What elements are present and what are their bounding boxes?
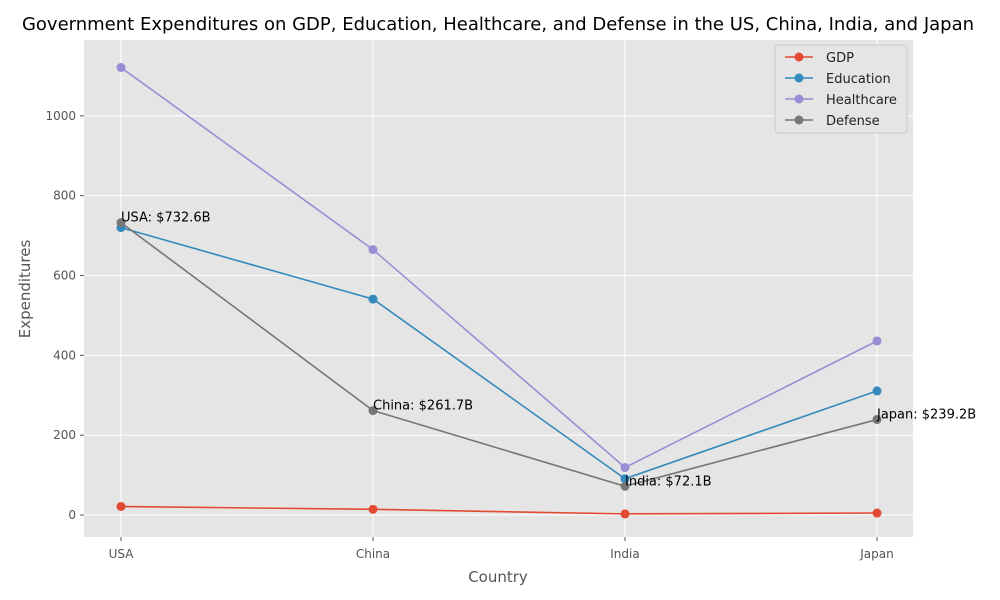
series-gdp xyxy=(116,502,882,519)
data-point-healthcare xyxy=(116,63,126,73)
series-line-education xyxy=(120,226,878,480)
series-line-healthcare xyxy=(120,66,878,469)
data-point-defense xyxy=(368,406,378,416)
data-point-gdp xyxy=(620,509,630,519)
grid-lines xyxy=(84,40,913,537)
legend-label: Education xyxy=(826,72,891,87)
y-axis-label: Expenditures xyxy=(16,240,34,339)
y-tick-labels: 0 200 400 600 800 1000 xyxy=(45,109,84,522)
series-defense xyxy=(116,218,882,491)
x-tick-label: China xyxy=(356,547,390,561)
legend: GDP Education Healthcare Defense xyxy=(774,44,908,134)
x-tick-label: Japan xyxy=(859,547,893,561)
data-point-defense xyxy=(872,415,882,425)
legend-label: GDP xyxy=(826,51,854,66)
data-point-education xyxy=(368,294,378,304)
data-annotations: USA: $732.6B China: $261.7B India: $72.1B J… xyxy=(121,211,976,490)
data-point-gdp xyxy=(872,508,882,518)
legend-marker xyxy=(794,52,804,62)
data-point-education xyxy=(872,386,882,396)
y-tick-label: 800 xyxy=(53,189,76,203)
data-point-gdp xyxy=(116,502,126,512)
legend-label: Healthcare xyxy=(826,93,897,108)
series-lines xyxy=(116,63,882,519)
legend-marker xyxy=(794,94,804,104)
data-point-healthcare xyxy=(368,245,378,255)
x-tick-label: India xyxy=(610,547,639,561)
y-tick-label: 600 xyxy=(53,269,76,283)
legend-box xyxy=(774,44,908,134)
y-tick-label: 200 xyxy=(53,428,76,442)
legend-marker xyxy=(794,115,804,125)
data-annotation: China: $261.7B xyxy=(373,399,473,414)
data-annotation: India: $72.1B xyxy=(625,474,712,489)
y-tick-label: 1000 xyxy=(45,109,76,123)
x-tick-label: USA xyxy=(109,547,135,561)
data-annotation: Japan: $239.2B xyxy=(876,408,976,423)
data-point-gdp xyxy=(368,504,378,514)
data-annotation: USA: $732.6B xyxy=(121,211,211,226)
y-tick-label: 400 xyxy=(53,348,76,362)
series-healthcare xyxy=(116,63,882,473)
data-point-healthcare xyxy=(872,336,882,346)
series-line-gdp xyxy=(120,505,878,515)
data-point-education xyxy=(620,474,630,484)
series-line-defense xyxy=(120,221,878,488)
legend-marker xyxy=(794,73,804,83)
x-axis-label: Country xyxy=(468,568,528,586)
x-tick-labels: USA China India Japan xyxy=(109,537,894,561)
data-point-healthcare xyxy=(620,463,630,473)
data-point-defense xyxy=(620,481,630,491)
legend-label: Defense xyxy=(826,114,880,129)
chart-title: Government Expenditures on GDP, Educatio… xyxy=(22,14,974,35)
data-point-defense xyxy=(116,218,126,228)
y-tick-label: 0 xyxy=(68,508,76,522)
